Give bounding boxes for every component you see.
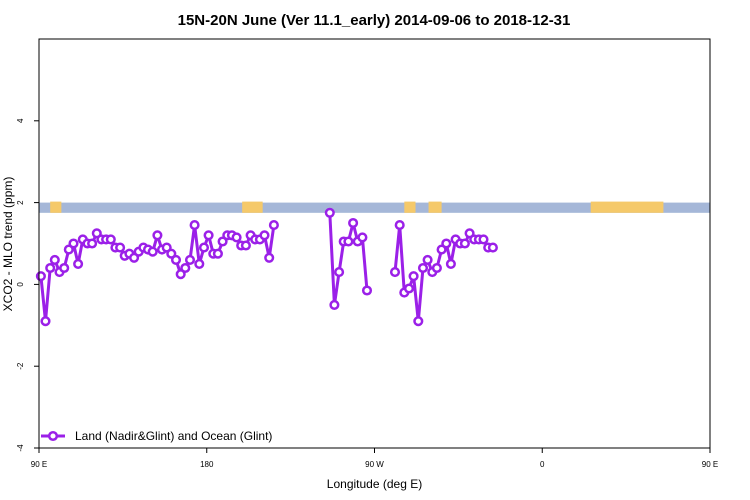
data-point: [259, 230, 270, 241]
data-point: [203, 230, 214, 241]
data-point: [170, 254, 182, 265]
data-point: [441, 238, 452, 249]
x-axis-label: Longitude (deg E): [327, 477, 422, 491]
data-point: [105, 234, 116, 245]
y-tick-label: 2: [16, 200, 25, 205]
data-point: [152, 230, 163, 241]
data-point: [198, 242, 210, 253]
x-tick-label: 0: [540, 460, 545, 469]
y-tick-label: -4: [16, 444, 25, 452]
data-point: [45, 262, 56, 274]
x-tick-label: 90 W: [365, 460, 384, 469]
land-segment: [50, 201, 62, 213]
data-point: [348, 217, 359, 229]
data-point: [240, 240, 251, 251]
data-point: [329, 299, 340, 310]
data-point: [166, 248, 177, 259]
data-point: [231, 232, 242, 243]
data-point: [324, 207, 335, 218]
data-point: [49, 254, 60, 265]
data-point: [184, 254, 196, 265]
y-axis: -4 -2 0 2 4: [16, 118, 39, 452]
series-line: [328, 212, 369, 307]
legend-label: Land (Nadir&Glint) and Ocean (Glint): [75, 429, 272, 443]
data-point: [194, 258, 205, 269]
land-ocean-band: [39, 201, 710, 213]
y-tick-label: -2: [16, 362, 25, 370]
land-segment: [404, 201, 416, 213]
x-tick-label: 90 E: [31, 460, 47, 469]
data-point: [35, 271, 46, 282]
data-point: [389, 267, 401, 278]
x-axis: 90 E 180 90 W 0 90 E: [31, 448, 718, 469]
data-point: [417, 262, 429, 274]
data-point: [40, 316, 51, 327]
ocean-band: [39, 202, 710, 213]
data-point: [422, 254, 433, 265]
x-tick-label: 180: [200, 460, 214, 469]
data-point: [264, 252, 275, 263]
data-point: [212, 248, 223, 259]
data-point: [408, 271, 419, 282]
y-axis-label: XCO2 - MLO trend (ppm): [1, 177, 15, 312]
data-point: [147, 246, 158, 257]
data-point: [59, 262, 70, 274]
series-layer: [35, 207, 498, 327]
data-point: [73, 258, 84, 269]
data-point: [343, 236, 354, 247]
land-segment: [242, 201, 263, 213]
y-tick-label: 0: [16, 282, 25, 287]
data-point: [189, 220, 200, 231]
data-point: [431, 262, 442, 274]
data-point: [68, 238, 79, 249]
plot-frame: [38, 38, 711, 449]
data-point: [357, 232, 368, 243]
data-point: [217, 236, 228, 247]
chart-title: 15N-20N June (Ver 11.1_early) 2014-09-06…: [178, 12, 571, 29]
land-segment: [590, 201, 664, 213]
data-point: [478, 234, 489, 245]
data-point: [413, 316, 424, 327]
legend-marker: [47, 430, 59, 442]
x-tick-label: 90 E: [702, 460, 718, 469]
data-point: [487, 242, 498, 253]
data-point: [87, 238, 98, 249]
land-segment: [428, 201, 442, 213]
data-point: [268, 220, 279, 231]
data-point: [180, 262, 191, 274]
y-tick-label: 4: [16, 118, 25, 123]
data-point: [394, 220, 405, 231]
legend: Land (Nadir&Glint) and Ocean (Glint): [41, 429, 272, 443]
data-point: [334, 267, 345, 278]
data-point: [115, 242, 126, 253]
data-point: [361, 285, 373, 296]
data-point: [459, 238, 470, 249]
data-point: [403, 283, 415, 294]
data-point: [175, 269, 186, 280]
data-point: [445, 258, 456, 269]
